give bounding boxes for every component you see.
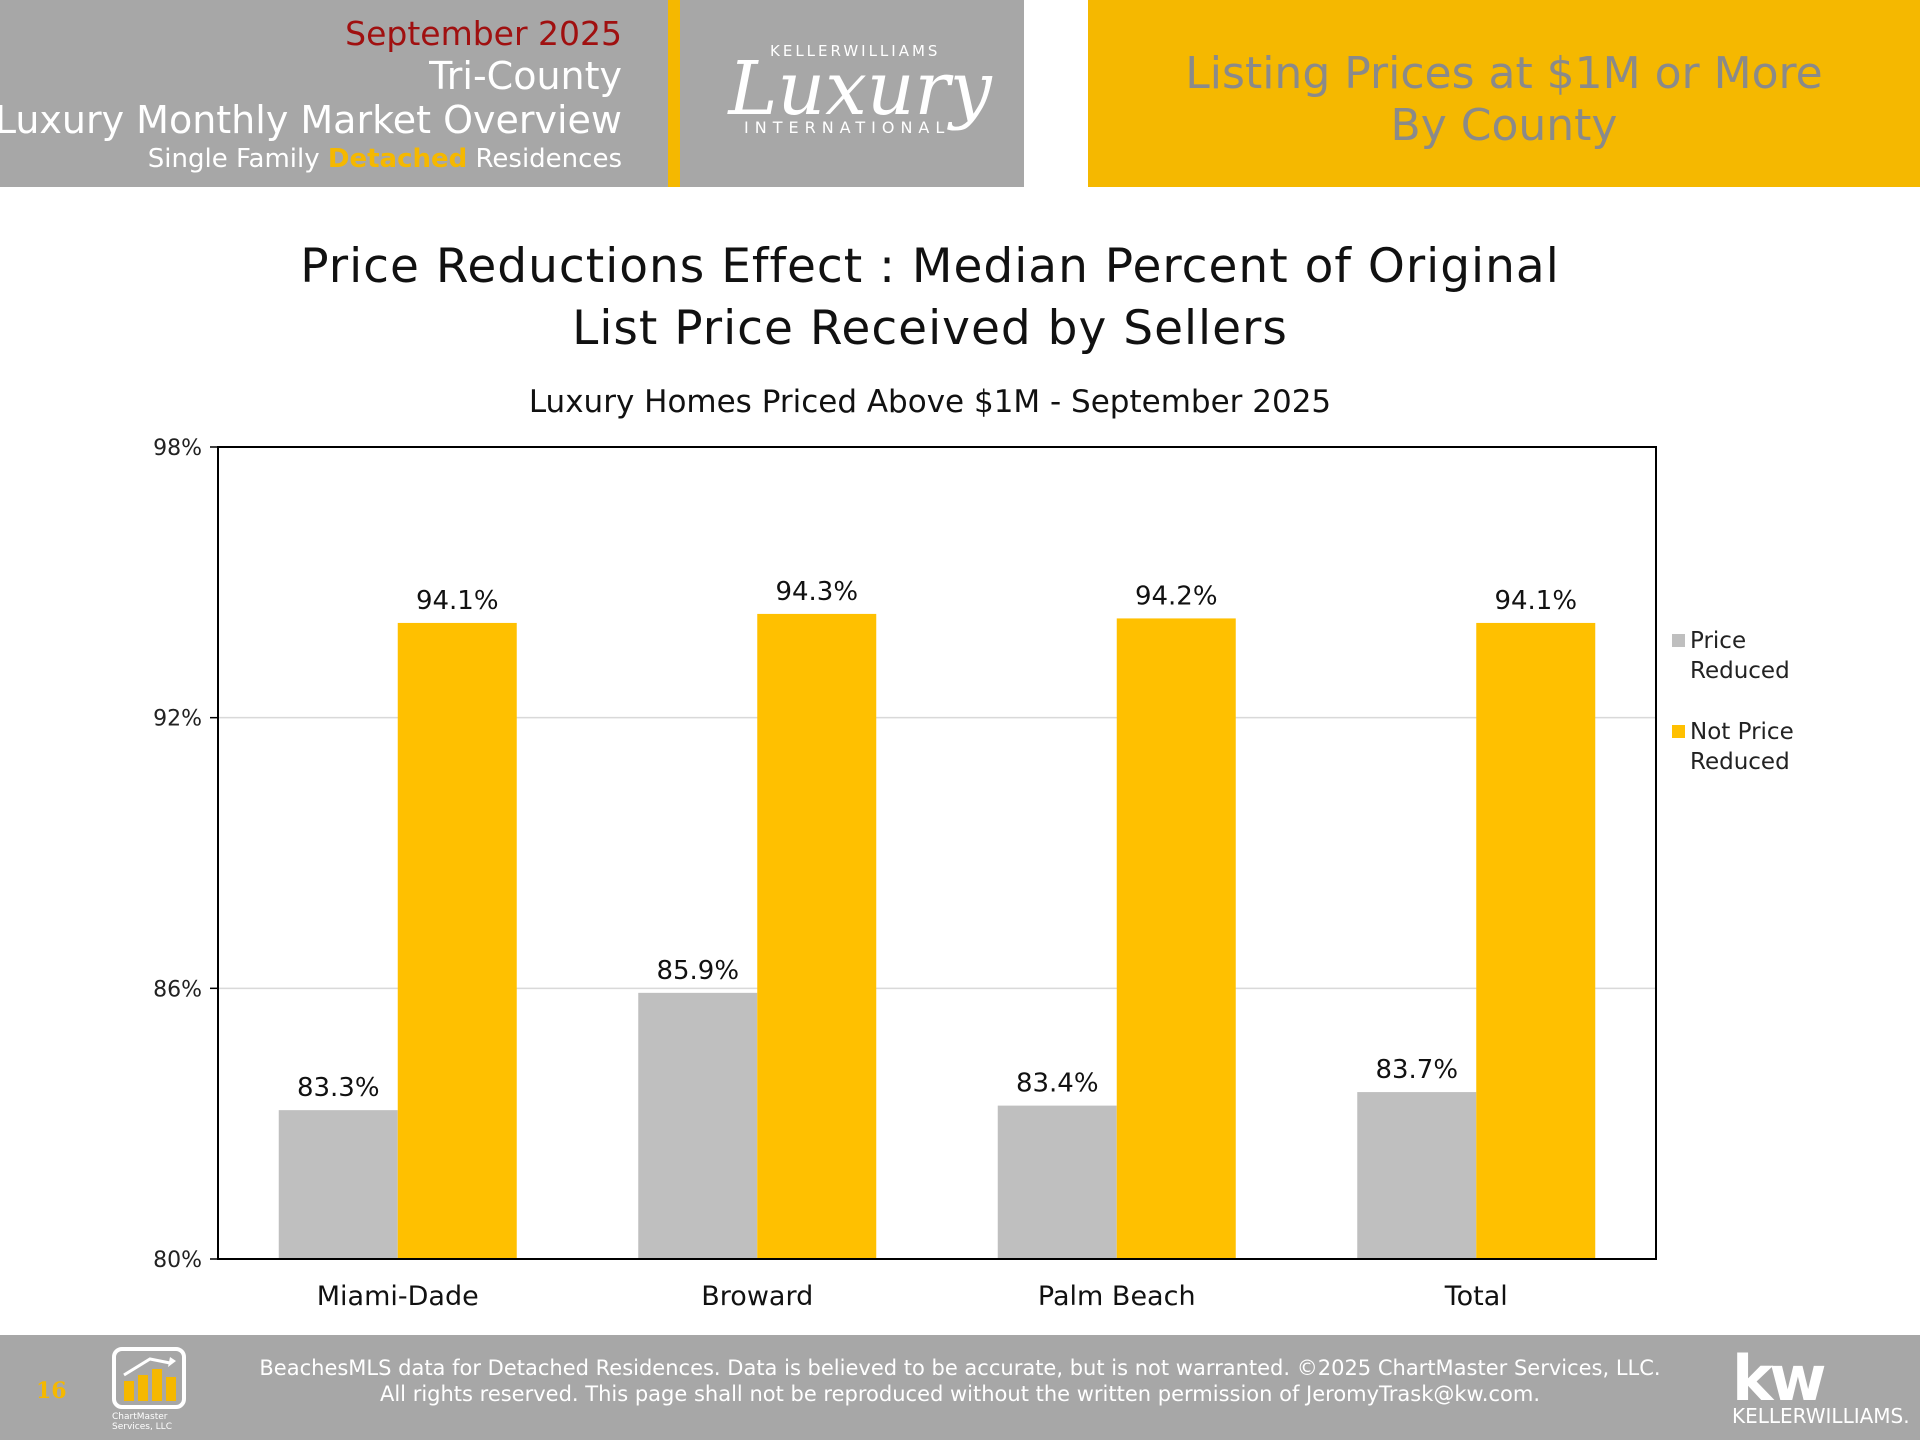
bar-price-reduced xyxy=(1357,1092,1477,1259)
chart-title-line1: Price Reductions Effect : Median Percent… xyxy=(300,239,1560,294)
data-label: 83.3% xyxy=(297,1073,380,1103)
subtitle-accent: Detached xyxy=(327,144,468,174)
bar-chart: 98% 92% 86% 80% 83.3% 94.1% Miami-Dade 85.9% 94.… xyxy=(153,436,1657,1312)
report-title: Luxury Monthly Market Overview xyxy=(0,98,622,142)
luxury-logo-script-text: Luxury xyxy=(726,46,993,132)
legend-swatch-not-price-reduced xyxy=(1672,725,1685,738)
bar-price-reduced xyxy=(638,992,758,1259)
bar-not-price-reduced xyxy=(1476,622,1596,1259)
legend-label-not-price-reduced: Not Price Reduced xyxy=(1690,717,1794,777)
legend-swatch-price-reduced xyxy=(1672,634,1685,647)
bar-not-price-reduced xyxy=(1116,618,1236,1259)
x-category-label: Palm Beach xyxy=(1038,1281,1196,1312)
data-label: 94.3% xyxy=(775,577,858,607)
x-category-label: Total xyxy=(1444,1281,1508,1312)
kw-logo-mark: kw xyxy=(1732,1342,1826,1415)
subtitle-pre: Single Family xyxy=(147,144,328,174)
legend-not-price-reduced-line1: Not Price xyxy=(1690,719,1794,745)
bar-not-price-reduced xyxy=(397,622,517,1259)
y-tick-label: 80% xyxy=(153,1248,202,1273)
page-heading-line2: By County xyxy=(1390,100,1618,151)
header-right-panel xyxy=(1088,0,1920,187)
footer-bar xyxy=(0,1335,1920,1440)
page-heading-line1: Listing Prices at $1M or More xyxy=(1185,48,1823,99)
plot-area-border xyxy=(217,446,1657,1260)
chartmaster-logo-icon xyxy=(112,1347,186,1409)
header-accent-strip xyxy=(668,0,680,187)
kw-logo-name: KELLERWILLIAMS. xyxy=(1732,1404,1910,1428)
chart-subtitle: Luxury Homes Priced Above $1M - Septembe… xyxy=(528,384,1332,420)
bar-not-price-reduced xyxy=(757,613,877,1259)
header-left-panel xyxy=(0,0,668,187)
data-label: 94.1% xyxy=(1494,586,1577,616)
x-category-label: Broward xyxy=(701,1281,813,1312)
y-tick-label: 92% xyxy=(153,707,202,732)
page-heading: Listing Prices at $1M or More By County xyxy=(1088,48,1920,152)
report-date: September 2025 xyxy=(345,14,622,53)
data-label: 83.4% xyxy=(1016,1069,1099,1099)
legend-label-price-reduced: Price Reduced xyxy=(1690,626,1790,686)
report-region: Tri-County xyxy=(429,54,622,98)
footer-disclaimer-line2: All rights reserved. This page shall not… xyxy=(379,1382,1541,1406)
legend-not-price-reduced-line2: Reduced xyxy=(1690,749,1790,775)
luxury-logo-brand: KELLERWILLIAMS xyxy=(770,42,941,60)
y-tick-label: 86% xyxy=(153,977,202,1002)
footer-disclaimer-line1: BeachesMLS data for Detached Residences.… xyxy=(259,1356,1661,1380)
legend-price-reduced-line2: Reduced xyxy=(1690,658,1790,684)
data-label: 94.1% xyxy=(416,586,499,616)
chartmaster-logo-line1: ChartMaster xyxy=(112,1412,168,1422)
data-label: 83.7% xyxy=(1375,1055,1458,1085)
chartmaster-logo-text: ChartMaster Services, LLC xyxy=(112,1412,172,1432)
bar-price-reduced xyxy=(278,1110,398,1259)
subtitle-post: Residences xyxy=(467,144,623,174)
page-number: 16 xyxy=(36,1378,67,1404)
data-label: 85.9% xyxy=(656,956,739,986)
chart-title: Price Reductions Effect : Median Percent… xyxy=(260,236,1600,360)
y-tick-label: 98% xyxy=(153,436,202,461)
x-category-label: Miami-Dade xyxy=(317,1281,479,1312)
chartmaster-logo-line2: Services, LLC xyxy=(112,1422,172,1432)
header-logo-panel xyxy=(680,0,1024,187)
data-label: 94.2% xyxy=(1135,581,1218,611)
legend-price-reduced-line1: Price xyxy=(1690,628,1747,654)
chart-title-line2: List Price Received by Sellers xyxy=(572,301,1288,356)
luxury-logo-international: INTERNATIONAL xyxy=(744,118,951,137)
bar-price-reduced xyxy=(997,1105,1117,1259)
report-subtitle: Single Family Detached Residences xyxy=(148,144,622,174)
luxury-logo-script: Luxury xyxy=(726,46,993,132)
